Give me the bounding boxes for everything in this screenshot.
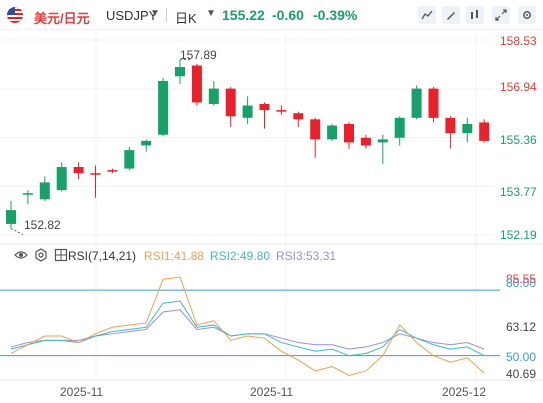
price-axis-label: 156.94 xyxy=(500,80,537,94)
brush-icon[interactable] xyxy=(442,6,460,24)
pair-name: 美元/日元 xyxy=(34,11,90,26)
candle-body xyxy=(411,88,422,118)
rsi3-value: RSI3:53.31 xyxy=(276,249,337,263)
candle-body xyxy=(107,170,118,172)
candle-body xyxy=(141,140,152,146)
low-annotation: 152.82 xyxy=(24,218,61,232)
rsi-axis-label: 85.55 xyxy=(506,272,537,286)
price-change-percent: -0.39% xyxy=(313,7,358,23)
price-axis-label: 155.36 xyxy=(500,133,537,147)
candle-body xyxy=(191,65,202,103)
rsi1-line xyxy=(10,276,485,376)
candle-body xyxy=(462,123,473,134)
candle-body xyxy=(327,125,338,140)
draw-line-icon[interactable] xyxy=(418,6,436,24)
rsi1-value: RSI1:41.88 xyxy=(144,249,205,263)
indicator-icon[interactable] xyxy=(466,6,484,24)
candle-body xyxy=(225,88,236,117)
candle-body xyxy=(293,113,304,120)
candle-body xyxy=(73,167,84,174)
date-label: 2025-12 xyxy=(442,385,487,399)
date-label: 2025-11 xyxy=(250,385,294,399)
chart-grid xyxy=(0,32,543,381)
candle-body xyxy=(39,182,50,200)
quote-header: 美元/日元 USDJPY ▼ 日K ▼ 155.22 -0.60 -0.39% xyxy=(0,0,543,30)
candle-body xyxy=(22,193,33,195)
candle-body xyxy=(310,119,321,140)
chevron-down-icon[interactable]: ▼ xyxy=(150,8,160,19)
rsi2-line xyxy=(10,300,485,357)
candle-body xyxy=(428,88,439,118)
current-price: 155.22 xyxy=(222,7,265,23)
low-pointer xyxy=(10,228,24,235)
rsi-layer xyxy=(0,276,500,376)
eye-icon[interactable] xyxy=(14,248,28,262)
candle-body xyxy=(56,167,67,191)
candle-body xyxy=(158,80,169,135)
candle-body xyxy=(242,105,253,118)
rsi-axis-label: 80.00 xyxy=(506,276,537,290)
chevron-down-icon[interactable]: ▼ xyxy=(206,8,216,19)
candle-body xyxy=(6,210,16,224)
settings-icon[interactable] xyxy=(518,6,536,24)
grid-icon[interactable] xyxy=(54,248,68,262)
candle-body xyxy=(124,150,135,169)
candle-body xyxy=(479,122,490,141)
candle-body xyxy=(175,67,185,77)
price-change: -0.60 xyxy=(272,7,304,23)
candle-body xyxy=(276,110,287,112)
gear-icon[interactable] xyxy=(34,248,48,262)
candle-body xyxy=(445,117,456,134)
price-axis-label: 158.53 xyxy=(500,34,537,48)
candles-layer xyxy=(6,59,490,235)
price-axis-label: 152.19 xyxy=(500,228,537,242)
rsi-title: RSI(7,14,21) xyxy=(68,249,137,263)
us-flag-icon xyxy=(7,7,23,23)
divider xyxy=(166,8,167,22)
rsi-axis-label: 40.69 xyxy=(506,367,537,381)
rsi-legend: RSI(7,14,21) RSI1:41.88 RSI2:49.80 RSI3:… xyxy=(0,247,543,265)
rsi2-value: RSI2:49.80 xyxy=(210,249,271,263)
rsi3-line xyxy=(10,309,485,350)
candle-body xyxy=(360,137,371,146)
rsi-axis-label: 50.00 xyxy=(506,350,537,364)
candle-body xyxy=(394,117,405,138)
candle-body xyxy=(344,123,354,143)
symbol-selector[interactable]: USDJPY xyxy=(106,8,158,23)
date-label: 2025-11 xyxy=(60,385,104,399)
candle-body xyxy=(259,103,270,111)
rsi-axis-label: 63.12 xyxy=(506,320,537,334)
price-axis-label: 153.77 xyxy=(500,185,537,199)
candle-body xyxy=(90,173,101,175)
period-selector[interactable]: 日K xyxy=(175,11,197,26)
candle-body xyxy=(208,88,219,104)
candle-body xyxy=(377,139,388,143)
high-annotation: 157.89 xyxy=(180,48,217,62)
fullscreen-icon[interactable] xyxy=(492,6,510,24)
